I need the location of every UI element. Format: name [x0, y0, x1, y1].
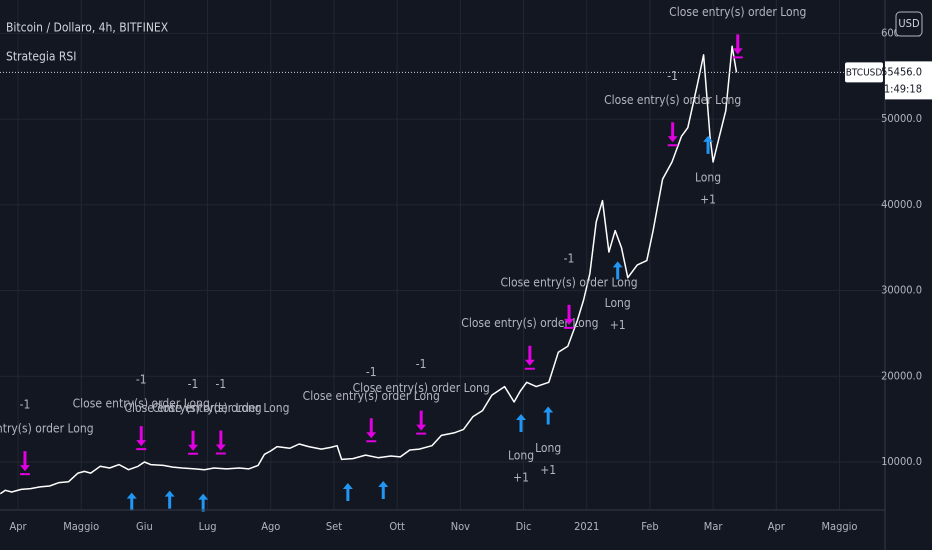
- exit-qty: -1: [366, 365, 377, 379]
- x-tick-label: Maggio: [63, 520, 99, 533]
- study-name: Strategia RSI: [6, 50, 76, 64]
- exit-arrow: [667, 122, 678, 147]
- exit-arrow: [136, 426, 147, 451]
- exit-arrow: [188, 430, 199, 455]
- entry-arrow: [612, 261, 623, 280]
- exit-qty: -1: [416, 357, 427, 371]
- exit-label: Close entry(s) order Long: [500, 275, 637, 289]
- last-price-box: [885, 61, 932, 100]
- x-tick-label: Apr: [768, 520, 786, 533]
- x-tick-label: Ott: [389, 520, 405, 533]
- x-tick-label: Lug: [199, 520, 217, 533]
- exit-qty: -1: [564, 251, 575, 265]
- y-tick-label: 50000.0: [881, 112, 922, 125]
- currency-label[interactable]: USD: [898, 17, 920, 30]
- x-tick-label: Nov: [451, 520, 470, 533]
- exit-arrow: [564, 304, 575, 329]
- currency-button[interactable]: [895, 11, 923, 37]
- y-tick-label: 30000.0: [881, 284, 922, 297]
- exit-arrow: [524, 345, 535, 370]
- x-tick-label: Set: [326, 520, 342, 533]
- exit-qty: -1: [667, 69, 678, 83]
- exit-arrow: [416, 410, 427, 435]
- exit-label: Close entry(s) order Long: [604, 93, 741, 107]
- entry-qty: +1: [513, 471, 529, 485]
- entry-qty: +1: [540, 463, 556, 477]
- y-tick-label: 10000.0: [881, 455, 922, 468]
- exit-qty: -1: [20, 398, 31, 412]
- entry-arrow: [164, 490, 175, 509]
- entry-label: Long: [535, 441, 561, 455]
- exit-arrow: [732, 34, 743, 59]
- entry-arrow: [342, 482, 353, 501]
- exit-label: Close entry(s) order Long: [152, 401, 289, 415]
- entry-qty: +1: [610, 318, 626, 332]
- last-price-label: 55456.0: [881, 65, 922, 78]
- exit-arrow: [19, 451, 30, 476]
- x-tick-label: Ago: [261, 520, 280, 533]
- symbol-box: [845, 62, 883, 83]
- exit-qty: -1: [188, 377, 199, 391]
- exit-label: Close entry(s) order Long: [0, 422, 94, 436]
- entry-arrow: [198, 493, 209, 512]
- exit-label: Close entry(s) order Long: [461, 316, 598, 330]
- entry-label: Long: [695, 170, 721, 184]
- x-tick-label: Feb: [641, 520, 658, 533]
- entry-qty: +1: [700, 192, 716, 206]
- exit-label: Close entry(s) order Long: [669, 5, 806, 19]
- entry-arrow: [703, 135, 714, 154]
- x-tick-label: 2021: [574, 520, 599, 533]
- countdown-label: 01:49:18: [878, 82, 922, 95]
- exit-label: Close entry(s) order Long: [124, 401, 261, 415]
- entry-label: Long: [508, 449, 534, 463]
- x-tick-label: Maggio: [822, 520, 858, 533]
- exit-label: Close entry(s) order Long: [303, 389, 440, 403]
- x-tick-label: Mar: [704, 520, 724, 533]
- entry-arrow: [126, 492, 137, 511]
- exit-qty: -1: [136, 373, 147, 387]
- exit-label: Close entry(s) order Long: [73, 397, 210, 411]
- exit-arrow: [215, 430, 226, 455]
- y-tick-label: 20000.0: [881, 369, 922, 382]
- x-tick-label: Giu: [136, 520, 153, 533]
- x-tick-label: Dic: [516, 520, 532, 533]
- entry-arrow: [378, 481, 389, 500]
- entry-arrow: [516, 414, 527, 432]
- price-line: [0, 45, 738, 495]
- exit-label: Close entry(s) order Long: [353, 381, 490, 395]
- exit-arrow: [366, 418, 377, 443]
- y-tick-label: 40000.0: [881, 198, 922, 211]
- x-tick-label: Apr: [9, 520, 27, 533]
- chart-title: Bitcoin / Dollaro, 4h, BITFINEX: [6, 21, 169, 35]
- entry-label: Long: [605, 296, 631, 310]
- entry-arrow: [543, 406, 554, 425]
- symbol-label: BTCUSD: [846, 67, 883, 78]
- exit-qty: -1: [215, 377, 226, 391]
